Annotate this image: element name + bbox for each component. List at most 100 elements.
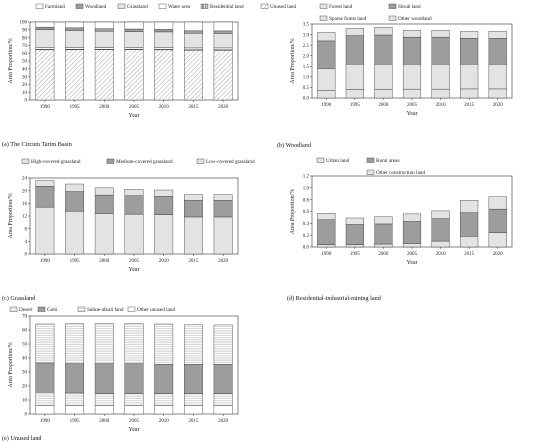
y-tick-label: 3.5 bbox=[303, 23, 310, 28]
x-tick-label: 2000 bbox=[99, 419, 110, 424]
y-tick-label: 10 bbox=[22, 399, 28, 404]
bar-segment bbox=[154, 49, 174, 101]
bar-segment bbox=[65, 21, 84, 29]
y-axis-title: Area Proportion/% bbox=[8, 38, 14, 84]
x-tick-label: 2015 bbox=[464, 252, 475, 257]
bar-segment bbox=[184, 47, 203, 50]
y-tick-label: 0 bbox=[25, 99, 28, 104]
bar-segment bbox=[35, 362, 55, 393]
x-tick-label: 2010 bbox=[159, 259, 170, 264]
x-tick-label: 2000 bbox=[378, 252, 389, 257]
y-tick-label: 20 bbox=[22, 385, 28, 390]
y-tick-label: 12 bbox=[22, 215, 28, 220]
bar-segment bbox=[460, 88, 479, 99]
bar-segment bbox=[94, 21, 114, 29]
bar-segment bbox=[431, 210, 450, 219]
bar-segment bbox=[154, 189, 174, 197]
bar-segment bbox=[374, 26, 393, 36]
bar-segment bbox=[94, 213, 114, 255]
bar-segment bbox=[65, 30, 84, 48]
bar-segment bbox=[213, 21, 233, 32]
bar-segment bbox=[35, 26, 55, 30]
bar-segment bbox=[213, 216, 233, 255]
y-tick-label: 1.0 bbox=[303, 187, 310, 192]
legend-swatch bbox=[366, 169, 375, 175]
bar-segment bbox=[431, 240, 450, 248]
bar-segment bbox=[460, 38, 479, 65]
bar-segment bbox=[488, 232, 507, 248]
bar-segment bbox=[94, 47, 114, 50]
legend-swatch bbox=[127, 306, 136, 312]
legend-label: Unused land bbox=[270, 4, 296, 10]
y-tick-label: 0.4 bbox=[303, 222, 310, 227]
bar-segment bbox=[374, 243, 393, 248]
x-axis-title: Year bbox=[128, 113, 139, 119]
bar-segment bbox=[213, 364, 233, 394]
bar-segment bbox=[402, 221, 422, 244]
y-tick-label: 70 bbox=[22, 44, 28, 49]
x-tick-label: 2010 bbox=[436, 103, 447, 108]
x-tick-label: 1990 bbox=[321, 252, 332, 257]
bar-segment bbox=[184, 50, 203, 101]
bar-segment bbox=[94, 49, 114, 101]
bar-segment bbox=[345, 28, 364, 36]
legend-label: Shrub land bbox=[398, 4, 421, 10]
bar-segment bbox=[374, 223, 393, 245]
bar-segment bbox=[35, 29, 55, 48]
legend-label: Other woodland bbox=[398, 16, 432, 22]
x-tick-label: 2015 bbox=[188, 419, 199, 424]
legend-swatch bbox=[117, 3, 126, 9]
legend-swatch bbox=[388, 15, 397, 21]
legend-swatch bbox=[9, 306, 18, 312]
bar-segment bbox=[94, 194, 114, 214]
x-tick-label: 1990 bbox=[321, 103, 332, 108]
legend-label: Sparse forest land bbox=[329, 15, 367, 22]
bar-segment bbox=[154, 405, 174, 415]
bar-segment bbox=[154, 323, 174, 365]
bar-segment bbox=[184, 30, 203, 34]
bar-segment bbox=[213, 33, 233, 49]
legend-swatch bbox=[75, 3, 84, 9]
bar-segment bbox=[94, 393, 114, 406]
bar-segment bbox=[35, 186, 55, 208]
y-axis-title: Area Proportion/% bbox=[290, 189, 296, 235]
x-tick-label: 2000 bbox=[99, 105, 110, 110]
y-tick-label: 1.0 bbox=[303, 76, 310, 81]
x-tick-label: 2010 bbox=[159, 105, 170, 110]
bar-segment bbox=[184, 324, 203, 365]
y-tick-label: 24 bbox=[22, 177, 28, 182]
y-tick-label: 60 bbox=[22, 329, 28, 334]
y-tick-label: 20 bbox=[22, 189, 28, 194]
x-tick-label: 2010 bbox=[436, 252, 447, 257]
x-axis-title: Year bbox=[406, 260, 417, 266]
bar-segment bbox=[460, 200, 479, 213]
bar-segment bbox=[154, 393, 174, 406]
y-tick-label: 50 bbox=[22, 343, 28, 348]
x-tick-label: 2020 bbox=[218, 105, 229, 110]
y-tick-label: 60 bbox=[22, 52, 28, 57]
legend-label: Other unused land bbox=[137, 307, 175, 313]
x-tick-label: 2015 bbox=[464, 103, 475, 108]
bar-segment bbox=[374, 34, 393, 65]
bar-segment bbox=[345, 224, 364, 245]
legend-label: Water area bbox=[168, 4, 191, 10]
panel-caption: (e) Unused land bbox=[2, 435, 42, 442]
bar-segment bbox=[184, 405, 203, 415]
bar-segment bbox=[213, 194, 233, 201]
bar-segment bbox=[35, 180, 55, 187]
bar-segment bbox=[184, 194, 203, 201]
legend-label: Residential land bbox=[210, 4, 244, 10]
bar-segment bbox=[488, 63, 507, 90]
legend-label: Rural areas bbox=[376, 158, 399, 164]
y-tick-label: 0.8 bbox=[303, 198, 310, 203]
bar-segment bbox=[431, 218, 450, 242]
legend-swatch bbox=[260, 3, 269, 9]
legend-label: Other construction land bbox=[376, 170, 425, 176]
y-tick-label: 0 bbox=[25, 253, 28, 258]
bar-segment bbox=[184, 216, 203, 255]
legend-swatch bbox=[388, 3, 397, 9]
bar-segment bbox=[124, 195, 144, 215]
panel-caption: (b) Woodland bbox=[277, 142, 312, 149]
bar-segment bbox=[374, 216, 393, 225]
